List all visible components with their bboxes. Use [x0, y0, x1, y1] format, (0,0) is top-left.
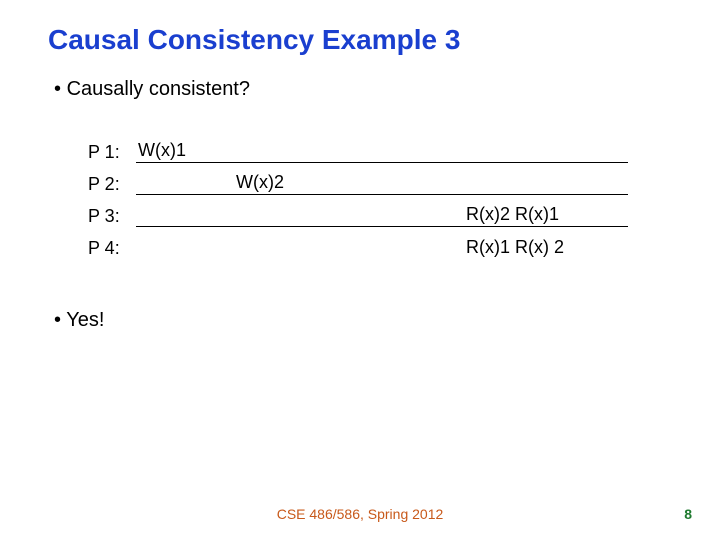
process-row-1: P 1: W(x)1 [88, 131, 628, 163]
process-row-4: P 4: R(x)1 R(x) 2 [88, 227, 628, 259]
operation-w2: W(x)2 [236, 172, 284, 193]
timeline-4: R(x)1 R(x) 2 [136, 237, 628, 259]
process-row-3: P 3: R(x)2 R(x)1 [88, 195, 628, 227]
page-number: 8 [684, 506, 692, 522]
timeline-2: W(x)2 [136, 173, 628, 195]
footer-text: CSE 486/586, Spring 2012 [0, 506, 720, 522]
operation-r3: R(x)2 R(x)1 [466, 204, 559, 225]
slide-title: Causal Consistency Example 3 [48, 24, 672, 56]
process-row-2: P 2: W(x)2 [88, 163, 628, 195]
process-label: P 3: [88, 206, 136, 227]
question-bullet: Causally consistent? [54, 78, 672, 101]
process-label: P 4: [88, 238, 136, 259]
operation-r4: R(x)1 R(x) 2 [466, 237, 564, 258]
operation-w1: W(x)1 [138, 140, 186, 161]
timeline-3: R(x)2 R(x)1 [136, 205, 628, 227]
process-label: P 2: [88, 174, 136, 195]
timeline-1: W(x)1 [136, 141, 628, 163]
process-label: P 1: [88, 142, 136, 163]
timeline-diagram: P 1: W(x)1 P 2: W(x)2 P 3: R(x)2 R(x)1 P… [88, 131, 628, 259]
answer-bullet: Yes! [54, 309, 672, 332]
